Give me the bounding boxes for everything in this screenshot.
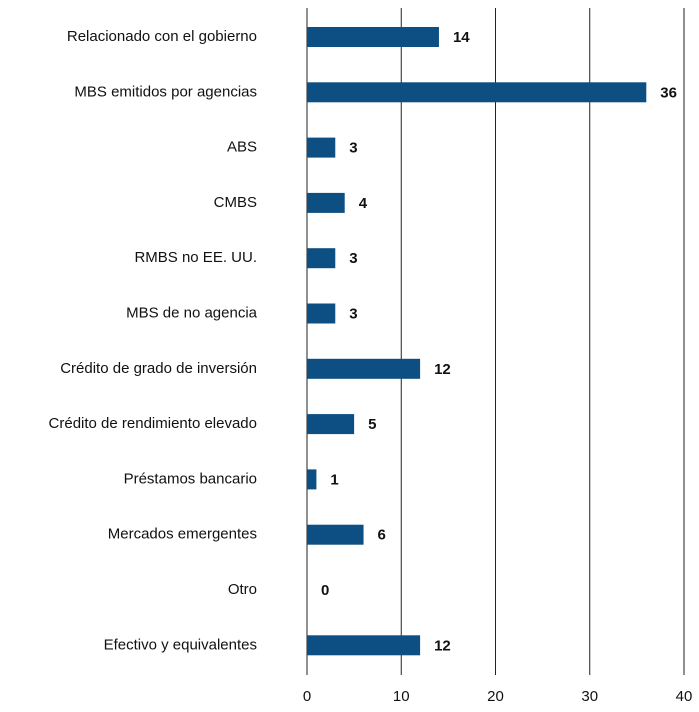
value-label: 5 (368, 416, 376, 433)
y-tick-label: Efectivo y equivalentes (104, 636, 257, 653)
y-tick-label: RMBS no EE. UU. (134, 249, 257, 266)
bar (307, 27, 439, 47)
value-label: 3 (349, 250, 357, 267)
bar (307, 414, 355, 435)
y-tick-label: MBS de no agencia (126, 304, 258, 321)
bar (307, 524, 364, 545)
x-tick-label: 10 (393, 688, 410, 705)
value-label: 6 (378, 527, 386, 544)
value-label: 3 (349, 305, 357, 322)
value-label: 0 (321, 582, 329, 599)
y-tick-label: Crédito de rendimiento elevado (49, 415, 257, 432)
bar (307, 358, 421, 379)
x-tick-label: 20 (487, 688, 504, 705)
bar (307, 137, 336, 158)
y-tick-label: Otro (228, 581, 257, 598)
bar (307, 303, 336, 324)
value-label: 12 (434, 361, 451, 378)
x-tick-label: 30 (581, 688, 598, 705)
value-label: 12 (434, 637, 451, 654)
value-label: 3 (349, 140, 357, 157)
value-label: 1 (330, 471, 338, 488)
value-label: 14 (453, 29, 470, 46)
y-tick-label: ABS (227, 139, 257, 156)
x-tick-label: 0 (303, 688, 311, 705)
bar (307, 192, 345, 213)
y-tick-label: Crédito de grado de inversión (60, 360, 257, 377)
y-tick-label: Mercados emergentes (108, 526, 257, 543)
value-label: 36 (660, 84, 677, 101)
value-label: 4 (359, 195, 368, 212)
y-tick-label: MBS emitidos por agencias (74, 83, 257, 100)
bar (307, 635, 421, 656)
y-tick-label: CMBS (214, 194, 257, 211)
y-tick-label: Relacionado con el gobierno (67, 28, 257, 45)
x-tick-label: 40 (676, 688, 693, 705)
y-tick-label: Préstamos bancario (124, 470, 257, 487)
bar (307, 82, 647, 103)
bar (307, 248, 336, 269)
bar (307, 469, 317, 490)
